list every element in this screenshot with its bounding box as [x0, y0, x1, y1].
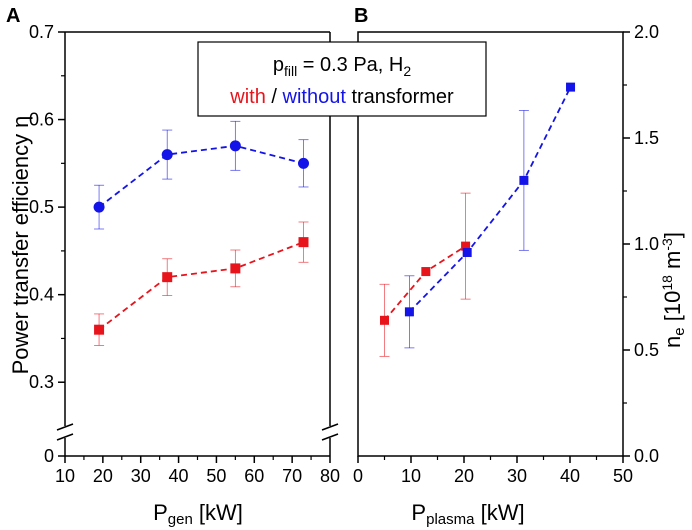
- panel-b-data-point: [380, 315, 389, 325]
- panel-a-y-tick-label: 0.3: [29, 372, 54, 392]
- panel-a-x-tick-label: 40: [169, 466, 189, 486]
- legend-with-text: with: [229, 86, 266, 108]
- panel-a-break-mark-left-2: [56, 433, 74, 441]
- panel-b-data-point: [462, 247, 472, 257]
- panel-a-label: A: [6, 5, 20, 27]
- panel-b-label: B: [354, 5, 368, 27]
- panel-a-y-tick-label: 0.4: [29, 285, 54, 305]
- legend-box: [197, 41, 487, 117]
- panel-b-x-tick-label: 20: [454, 466, 474, 486]
- panel-b-x-tick-label: 0: [353, 466, 363, 486]
- legend-series-line: with / without transformer: [229, 86, 454, 108]
- panel-b-y-tick-label: 0.0: [634, 446, 659, 466]
- panel-b-ticks: 0 10 20 30 40 500.0 0.5 1.0 1.5 2.0: [353, 22, 659, 486]
- panel-a-ticks: 10 20 30 40 50 60 70 80 0.3 0.4 0.5 0.6 0.7: [29, 22, 340, 486]
- panel-a-x-tick-label: 60: [244, 466, 264, 486]
- legend-fill-pressure: pfill = 0.3 Pa, H2: [273, 54, 412, 79]
- panel-b-series: [379, 82, 576, 357]
- panel-b-x-tick-label: 10: [401, 466, 421, 486]
- panel-a-data-point: [93, 201, 105, 213]
- panel-b-y-axis-label: ne [1018 m-3]: [659, 232, 688, 348]
- panel-a-series: [93, 120, 309, 346]
- panel-a-y-break-label: 0: [44, 446, 54, 466]
- panel-a-break-mark-left-1: [56, 423, 74, 431]
- panel-a-data-point: [94, 324, 105, 335]
- panel-a-x-tick-label: 10: [55, 466, 75, 486]
- panel-a-y-tick-label: 0.5: [29, 197, 54, 217]
- panel-a-series-line: [98, 241, 304, 331]
- panel-a-y-tick-label: 0.7: [29, 22, 54, 42]
- panel-b-data-point: [566, 82, 576, 92]
- panel-a-break-mark-right-2: [321, 433, 339, 441]
- panel-a-data-point: [298, 157, 309, 169]
- panel-a-series-line: [98, 144, 304, 208]
- panel-b: 0 10 20 30 40 500.0 0.5 1.0 1.5 2.0 B Pplasma [kW…: [353, 5, 688, 528]
- panel-a-x-tick-label: 70: [282, 466, 302, 486]
- panel-a-x-tick-label: 30: [131, 466, 151, 486]
- panel-b-data-point: [461, 241, 471, 251]
- panel-a-break-mark-right-1: [321, 423, 339, 431]
- legend-suffix: transformer: [346, 86, 454, 108]
- panel-b-data-point: [404, 307, 414, 317]
- panel-b-x-axis-label: Pplasma [kW]: [411, 500, 524, 528]
- panel-a-y-tick-label: 0.6: [29, 110, 54, 130]
- panel-a-x-tick-label: 80: [320, 466, 340, 486]
- panel-b-y-tick-label: 1.0: [634, 234, 659, 254]
- panel-a-x-axis-label: Pgen [kW]: [153, 500, 243, 528]
- panel-b-x-tick-label: 50: [613, 466, 633, 486]
- panel-b-series-line: [383, 245, 467, 321]
- panel-b-x-tick-label: 30: [507, 466, 527, 486]
- panel-a-y-axis-label: Power transfer efficiency η: [8, 116, 33, 375]
- panel-a-data-point: [162, 272, 173, 283]
- panel-b-y-tick-label: 1.5: [634, 128, 659, 148]
- panel-b-x-tick-label: 40: [560, 466, 580, 486]
- legend-without-text: without: [282, 86, 347, 108]
- panel-a-x-tick-label: 50: [206, 466, 226, 486]
- panel-b-data-point: [421, 267, 431, 277]
- panel-b-y-tick-label: 2.0: [634, 22, 659, 42]
- panel-a-data-point: [229, 140, 241, 152]
- panel-a-data-point: [298, 237, 309, 248]
- panel-a-data-point: [161, 149, 173, 161]
- panel-b-data-point: [519, 175, 529, 185]
- panel-b-y-tick-label: 0.5: [634, 340, 659, 360]
- panel-b-series-line: [408, 86, 572, 313]
- panel-a-data-point: [230, 263, 241, 274]
- legend-separator: /: [266, 86, 283, 108]
- legend: pfill = 0.3 Pa, H2 with / without transf…: [197, 41, 487, 117]
- panel-a-x-tick-label: 20: [93, 466, 113, 486]
- panel-a: 10 20 30 40 50 60 70 80 0.3 0.4 0.5 0.6 0.7 A 0 Powe…: [6, 5, 340, 528]
